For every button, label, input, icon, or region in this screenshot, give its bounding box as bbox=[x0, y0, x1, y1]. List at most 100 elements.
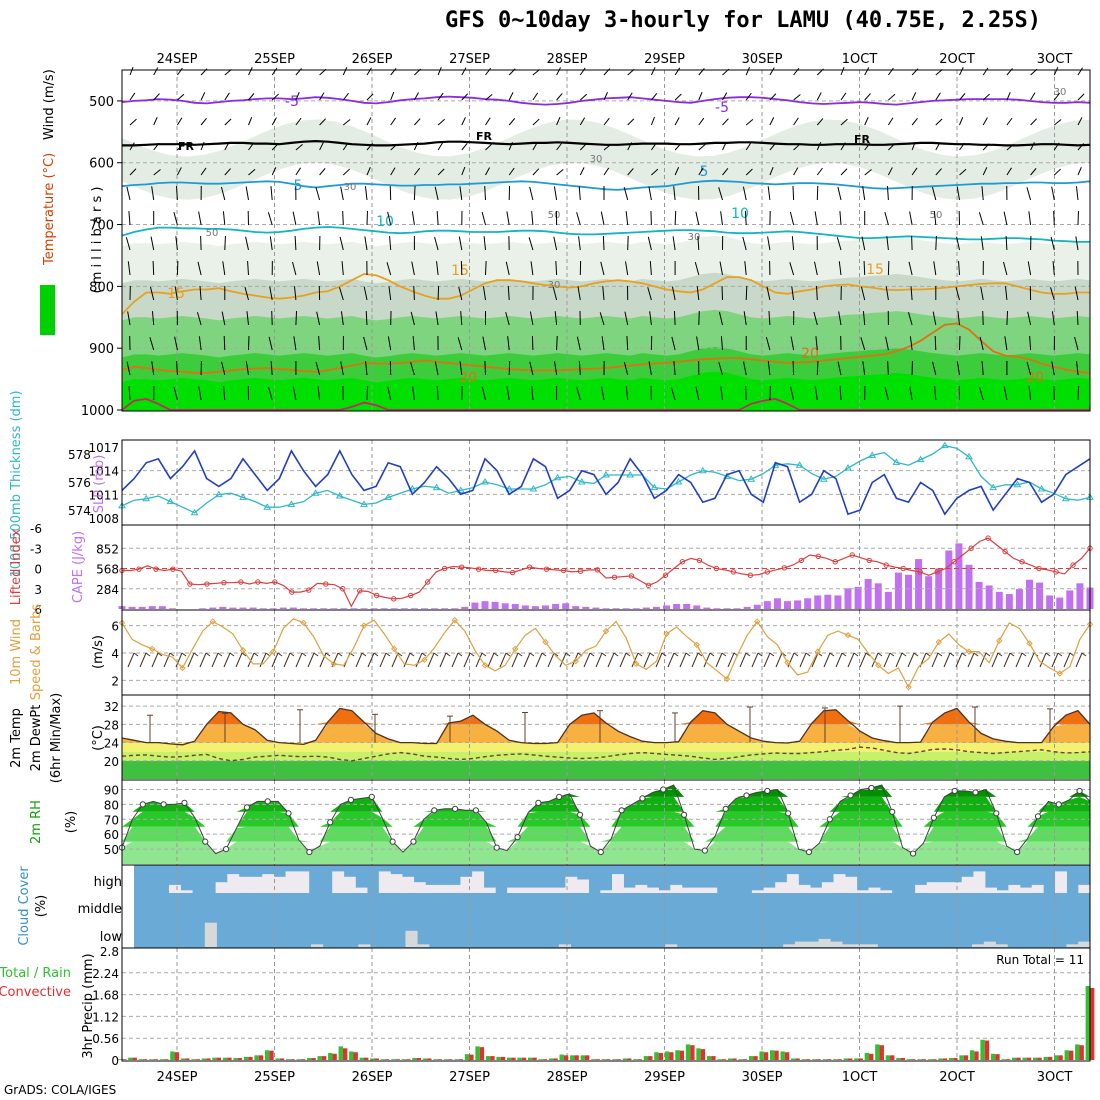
wind-barb bbox=[508, 92, 514, 101]
surface-wind-barb bbox=[955, 652, 963, 668]
wind-barb bbox=[978, 212, 984, 226]
wind-barb bbox=[768, 311, 771, 326]
wind-barb bbox=[742, 186, 747, 201]
lifted-index-point bbox=[951, 559, 957, 565]
thickness-point bbox=[505, 485, 514, 492]
temp-tick-label: 24 bbox=[104, 737, 119, 751]
wind-speed-point bbox=[784, 659, 791, 666]
lifted-index-point bbox=[340, 586, 346, 592]
wind-barb bbox=[840, 118, 848, 126]
precip-convective-bar bbox=[900, 1058, 905, 1060]
top-date-label: 29SEP bbox=[644, 52, 685, 67]
wind-barb bbox=[221, 361, 226, 376]
cloud-high-bar bbox=[845, 876, 858, 893]
lifted-index-point bbox=[1002, 548, 1008, 555]
wind-barb bbox=[1077, 67, 1083, 76]
wind-barb bbox=[248, 67, 253, 76]
temp-tick-label: 32 bbox=[104, 700, 119, 714]
wind-barb bbox=[1003, 386, 1008, 401]
surface-wind-barb bbox=[907, 652, 915, 668]
surface-wind-barb-flag bbox=[901, 652, 907, 657]
wind-barb bbox=[932, 361, 937, 376]
wind-barb bbox=[508, 141, 513, 151]
rh-point bbox=[368, 793, 375, 801]
precip-convective-bar bbox=[711, 1056, 716, 1060]
wind-barb bbox=[623, 361, 629, 376]
cape-bar bbox=[612, 608, 620, 609]
thickness-point bbox=[892, 458, 901, 465]
surface-wind-barb-flag bbox=[133, 652, 139, 657]
thickness-point bbox=[287, 500, 296, 507]
surface-wind-barb-flag bbox=[469, 652, 475, 657]
wind-barb bbox=[816, 92, 822, 101]
lifted-index-point bbox=[1070, 562, 1076, 568]
precip-total-bar bbox=[443, 1059, 449, 1060]
precip-convective-bar bbox=[890, 1055, 895, 1060]
thickness-point bbox=[360, 500, 368, 507]
precip-convective-bar bbox=[616, 1059, 621, 1060]
wind-barb bbox=[342, 119, 351, 126]
precip-convective-bar bbox=[342, 1048, 348, 1060]
surface-wind-barb bbox=[931, 652, 939, 668]
wind-barb bbox=[553, 186, 558, 201]
wind-barb bbox=[173, 211, 178, 226]
wind-barb bbox=[793, 94, 801, 101]
precip-convective-bar bbox=[658, 1052, 663, 1060]
wind-barb bbox=[1051, 311, 1055, 326]
wind-barb bbox=[1053, 92, 1060, 101]
precip-total-bar bbox=[527, 1057, 533, 1060]
precip-total-bar bbox=[1033, 1057, 1038, 1060]
cape-bar bbox=[239, 607, 247, 609]
wind-barb bbox=[244, 286, 249, 301]
surface-wind-barb bbox=[463, 652, 471, 668]
precip-total-bar bbox=[149, 1059, 154, 1060]
wind-speed-point bbox=[844, 632, 852, 639]
wind-barb bbox=[245, 236, 249, 251]
cape-bar bbox=[632, 608, 640, 609]
wind-barb bbox=[769, 166, 774, 176]
rh-point bbox=[556, 793, 563, 801]
wind-barb bbox=[745, 142, 752, 151]
cape-bar bbox=[441, 608, 449, 609]
wind-barb bbox=[980, 236, 984, 251]
wind-barb bbox=[436, 211, 439, 226]
wind-barb bbox=[127, 261, 131, 276]
cape-bar bbox=[642, 607, 650, 609]
wind-speed-point bbox=[602, 627, 610, 635]
precip-convective-bar bbox=[584, 1055, 590, 1060]
wind-barb bbox=[529, 361, 534, 376]
surface-wind-barb-flag bbox=[973, 652, 979, 657]
cape-axis-label: CAPE (J/kg) bbox=[71, 531, 86, 603]
precip-total-bar bbox=[969, 1050, 975, 1060]
surface-wind-barb bbox=[403, 652, 411, 668]
temperature-line bbox=[121, 707, 1091, 746]
surface-wind-barb bbox=[943, 652, 951, 668]
cloud-high-bar bbox=[542, 887, 555, 893]
precip-convective-bar bbox=[195, 1059, 201, 1060]
surface-wind-barb bbox=[619, 652, 627, 668]
cloud-high-bar bbox=[646, 887, 659, 893]
surface-wind-barb-flag bbox=[673, 652, 679, 657]
wind-barb bbox=[436, 261, 439, 276]
surface-wind-barb bbox=[271, 652, 279, 668]
wind-barb bbox=[342, 168, 351, 176]
surface-wind-barb-flag bbox=[181, 652, 187, 657]
surface-wind-barb bbox=[511, 652, 519, 668]
lifted-index-point bbox=[798, 557, 804, 564]
wind-barb bbox=[485, 261, 487, 276]
wind-barb bbox=[863, 261, 866, 276]
wind-barb bbox=[198, 211, 202, 226]
wind-barb bbox=[149, 286, 155, 301]
wind-speed-point bbox=[965, 648, 973, 655]
wind-barb bbox=[294, 236, 297, 251]
wind-barb bbox=[1076, 361, 1079, 376]
wind-barb bbox=[982, 117, 988, 126]
cape-bar bbox=[521, 605, 529, 609]
wind-barb bbox=[623, 186, 629, 201]
wind-speed-point bbox=[149, 645, 156, 653]
wind-speed-point bbox=[481, 662, 489, 669]
temp-tick-label: 20 bbox=[104, 755, 119, 769]
cloud-high-bar bbox=[623, 887, 636, 893]
cloud-high-bar bbox=[390, 874, 403, 893]
top-date-label: 25SEP bbox=[254, 52, 295, 67]
